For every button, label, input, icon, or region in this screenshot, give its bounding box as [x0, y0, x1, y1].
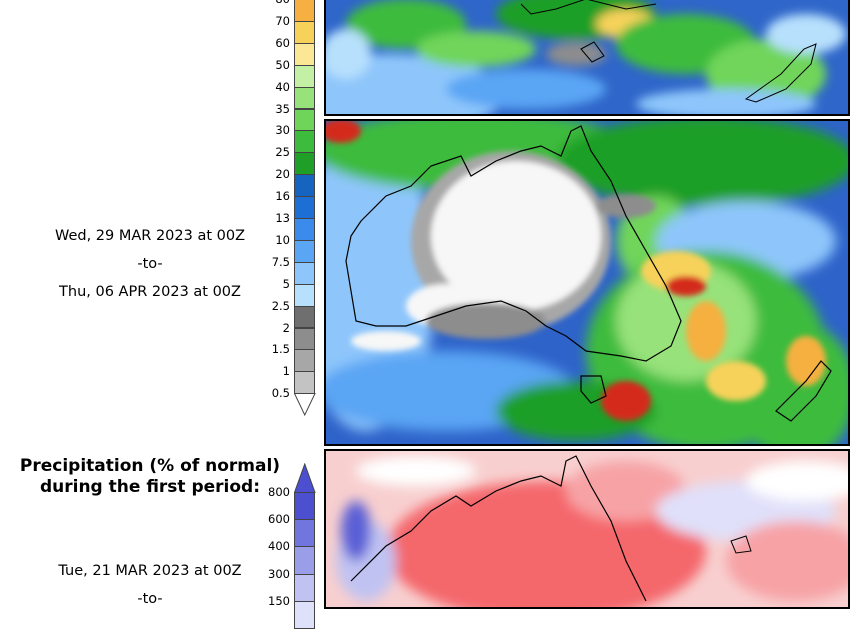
colorbar-tick-label: 80	[254, 0, 290, 5]
colorbar-segment	[294, 86, 315, 110]
colorbar-tick-label: 10	[275, 232, 290, 247]
colorbar-tick-label: 35	[275, 101, 290, 116]
colorbar-segment	[294, 130, 315, 154]
colorbar-tick-label: 7.5	[271, 254, 290, 269]
colorbar-tick-label: 40	[275, 79, 290, 94]
period-end: Thu, 06 APR 2023 at 00Z	[59, 284, 241, 300]
colorbar-segment	[294, 492, 315, 521]
colorbar-tick-label: 400	[268, 539, 290, 554]
colorbar-tick-label: 5	[282, 276, 290, 291]
colorbar-segment	[294, 519, 315, 548]
reference-separator: -to-	[137, 591, 163, 607]
colorbar-segment	[294, 152, 315, 176]
period-date-range: Wed, 29 MAR 2023 at 00Z -to- Thu, 06 APR…	[0, 227, 300, 301]
colorbar-tick-label: 13	[275, 211, 290, 225]
colorbar-arrow	[294, 393, 316, 417]
colorbar-tick-label: 2	[282, 320, 290, 335]
colorbar-tick-label: 800	[268, 485, 290, 499]
colorbar-segment	[294, 0, 315, 22]
section-title: Precipitation (% of normal) during the f…	[0, 456, 300, 498]
precip-map-main	[326, 121, 848, 444]
colorbar-segment	[294, 174, 315, 198]
anomaly-map	[326, 451, 848, 607]
colorbar-segment	[294, 108, 315, 132]
colorbar-segment	[294, 42, 315, 66]
colorbar-segment	[294, 64, 315, 88]
map-panel-anomaly	[324, 449, 850, 609]
colorbar-tick-label: 1	[282, 364, 290, 379]
colorbar-segment	[294, 20, 315, 44]
colorbar-tick-label: 600	[268, 512, 290, 527]
section-title-line2: during the first period:	[39, 477, 261, 497]
colorbar-tick-label: 30	[275, 123, 290, 138]
colorbar-tick-label: 50	[275, 57, 290, 72]
colorbar-tick-label: 16	[275, 189, 290, 204]
colorbar-segment	[294, 196, 315, 219]
colorbar-segment	[294, 371, 315, 395]
colorbar-arrow	[294, 463, 316, 493]
colorbar-tick-label: 25	[275, 145, 290, 160]
map-panel-main	[324, 119, 850, 446]
colorbar-tick-label: 20	[275, 167, 290, 182]
colorbar-tick-label: 70	[275, 13, 290, 28]
reference-date-range: Tue, 21 MAR 2023 at 00Z -to-	[0, 562, 300, 608]
period-separator: -to-	[137, 256, 163, 272]
colorbar-tick-label: 2.5	[271, 298, 290, 313]
reference-start: Tue, 21 MAR 2023 at 00Z	[58, 563, 242, 579]
colorbar-tick-label: 300	[268, 566, 290, 581]
colorbar-tick-label: 60	[275, 35, 290, 50]
colorbar-segment	[294, 349, 315, 373]
colorbar-segment	[294, 327, 315, 351]
map-panel-top	[324, 0, 850, 116]
colorbar-segment	[294, 305, 315, 329]
colorbar-tick-label: 0.5	[271, 386, 290, 401]
precip-map-top	[326, 0, 848, 114]
colorbar-tick-label: 1.5	[271, 342, 290, 357]
section-title-line1: Precipitation (% of normal)	[19, 456, 281, 476]
period-start: Wed, 29 MAR 2023 at 00Z	[54, 228, 246, 244]
